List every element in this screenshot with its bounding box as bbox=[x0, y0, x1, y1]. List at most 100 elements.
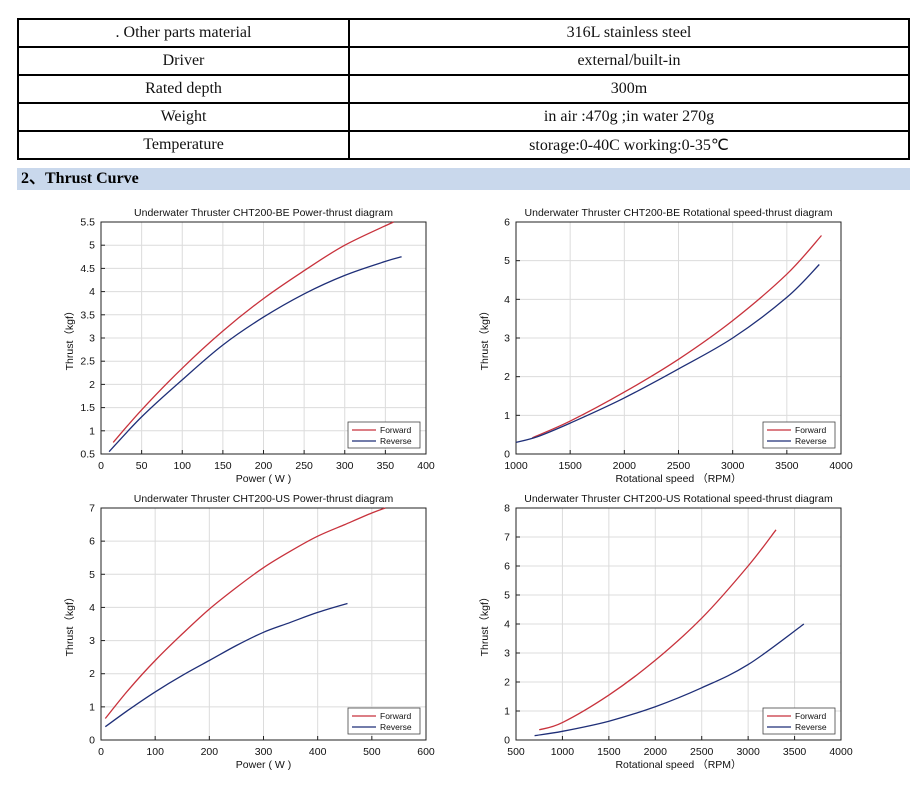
x-tick-label: 0 bbox=[98, 460, 104, 472]
x-tick-label: 400 bbox=[417, 460, 435, 472]
y-tick-label: 3 bbox=[89, 333, 95, 345]
x-tick-label: 3000 bbox=[736, 746, 760, 758]
x-tick-label: 250 bbox=[295, 460, 313, 472]
spec-label: Rated depth bbox=[17, 74, 350, 104]
spec-label: . Other parts material bbox=[17, 18, 350, 48]
x-tick-label: 400 bbox=[309, 746, 327, 758]
legend-box bbox=[762, 421, 836, 449]
y-tick-label: 0.5 bbox=[80, 449, 95, 461]
x-tick-label: 600 bbox=[417, 746, 435, 758]
y-tick-label: 6 bbox=[504, 561, 510, 573]
legend-label: Reverse bbox=[380, 722, 412, 732]
spec-value: 316L stainless steel bbox=[348, 18, 910, 48]
x-axis-label: Power ( W ) bbox=[236, 473, 291, 485]
series-line-reverse bbox=[515, 264, 820, 444]
spec-label: Driver bbox=[17, 46, 350, 76]
y-tick-label: 1 bbox=[504, 706, 510, 718]
x-axis-label: Power ( W ) bbox=[236, 759, 291, 771]
series-line-forward bbox=[539, 529, 777, 731]
x-tick-label: 200 bbox=[255, 460, 273, 472]
spec-table: . Other parts material 316L stainless ste… bbox=[17, 18, 910, 160]
x-tick-label: 4000 bbox=[829, 460, 853, 472]
legend-box bbox=[347, 421, 421, 449]
y-tick-label: 7 bbox=[89, 503, 95, 515]
chart-be-power: 0 50 100 150 200 250 300 350 400 0.5 1 1.5 2 2.5 3 3.5 4… bbox=[64, 207, 435, 485]
y-axis-label: Thrust（kgf） bbox=[479, 592, 491, 657]
y-tick-label: 3.5 bbox=[80, 309, 95, 321]
y-tick-label: 4 bbox=[504, 619, 510, 631]
chart-us-power: 0 100 200 300 400 500 600 0 1 2 3 4 5 6 7 Underwater Th… bbox=[64, 493, 435, 771]
y-tick-label: 6 bbox=[504, 217, 510, 229]
legend-label: Forward bbox=[795, 425, 826, 435]
spec-row: Driver external/built-in bbox=[17, 46, 910, 76]
x-tick-label: 3500 bbox=[783, 746, 807, 758]
y-tick-label: 4 bbox=[504, 294, 510, 306]
spec-value: storage:0-40C working:0-35℃ bbox=[348, 130, 910, 160]
series-line-reverse bbox=[108, 256, 402, 453]
y-tick-label: 5 bbox=[89, 240, 95, 252]
x-tick-label: 2500 bbox=[667, 460, 691, 472]
chart-us-rpm: 500 1000 1500 2000 2500 3000 3500 4000 0 1 2 3 4 5 6 7 8… bbox=[479, 493, 853, 771]
y-tick-label: 8 bbox=[504, 503, 510, 515]
x-tick-label: 0 bbox=[98, 746, 104, 758]
y-tick-label: 3 bbox=[504, 333, 510, 345]
y-tick-label: 5 bbox=[504, 255, 510, 267]
x-tick-label: 300 bbox=[255, 746, 273, 758]
y-tick-label: 1 bbox=[504, 410, 510, 422]
plot-frame bbox=[100, 507, 427, 741]
spec-row: Weight in air :470g ;in water 270g bbox=[17, 102, 910, 132]
legend-label: Reverse bbox=[795, 436, 827, 446]
legend-label: Forward bbox=[380, 711, 411, 721]
legend-box bbox=[762, 707, 836, 735]
chart-title: Underwater Thruster CHT200-US Power-thru… bbox=[134, 493, 394, 505]
legend-label: Forward bbox=[795, 711, 826, 721]
y-tick-label: 3 bbox=[504, 648, 510, 660]
y-tick-label: 2 bbox=[504, 371, 510, 383]
x-tick-label: 300 bbox=[336, 460, 354, 472]
y-tick-label: 1 bbox=[89, 425, 95, 437]
x-tick-label: 1500 bbox=[597, 746, 621, 758]
spec-value: in air :470g ;in water 270g bbox=[348, 102, 910, 132]
section-header: 2、Thrust Curve bbox=[17, 168, 910, 190]
y-tick-label: 1 bbox=[89, 701, 95, 713]
y-tick-label: 2 bbox=[89, 379, 95, 391]
y-tick-label: 0 bbox=[504, 735, 510, 747]
x-tick-label: 1500 bbox=[558, 460, 582, 472]
spec-row: Temperature storage:0-40C working:0-35℃ bbox=[17, 130, 910, 160]
x-axis-label: Rotational speed （RPM） bbox=[615, 473, 741, 485]
y-tick-label: 0 bbox=[504, 449, 510, 461]
y-axis-label: Thrust（kgf） bbox=[64, 592, 76, 657]
series-line-forward bbox=[112, 221, 394, 443]
x-tick-label: 150 bbox=[214, 460, 232, 472]
y-tick-label: 2 bbox=[89, 668, 95, 680]
y-tick-label: 5.5 bbox=[80, 217, 95, 229]
y-tick-label: 1.5 bbox=[80, 402, 95, 414]
spec-row: . Other parts material 316L stainless ste… bbox=[17, 18, 910, 48]
chart-title: Underwater Thruster CHT200-US Rotational… bbox=[524, 493, 833, 505]
x-tick-label: 100 bbox=[146, 746, 164, 758]
y-axis-label: Thrust（kgf） bbox=[64, 306, 76, 371]
x-tick-label: 50 bbox=[136, 460, 148, 472]
plot-frame bbox=[515, 221, 842, 455]
chart-title: Underwater Thruster CHT200-BE Rotational… bbox=[525, 207, 833, 219]
spec-label: Weight bbox=[17, 102, 350, 132]
section-title: 2、Thrust Curve bbox=[21, 170, 139, 187]
y-tick-label: 2.5 bbox=[80, 356, 95, 368]
legend-box bbox=[347, 707, 421, 735]
x-tick-label: 1000 bbox=[504, 460, 528, 472]
x-tick-label: 2500 bbox=[690, 746, 714, 758]
spec-label: Temperature bbox=[17, 130, 350, 160]
x-tick-label: 1000 bbox=[551, 746, 575, 758]
plot-frame bbox=[515, 507, 842, 741]
x-tick-label: 2000 bbox=[644, 746, 668, 758]
chart-be-rpm: 1000 1500 2000 2500 3000 3500 4000 0 1 2 3 4 5 6 Under… bbox=[479, 207, 853, 485]
y-tick-label: 4 bbox=[89, 286, 95, 298]
x-tick-label: 3500 bbox=[775, 460, 799, 472]
y-tick-label: 4.5 bbox=[80, 263, 95, 275]
x-tick-label: 100 bbox=[173, 460, 191, 472]
plot-frame bbox=[100, 221, 427, 455]
x-axis-label: Rotational speed （RPM） bbox=[615, 759, 741, 771]
y-axis-label: Thrust（kgf） bbox=[479, 306, 491, 371]
x-tick-label: 500 bbox=[507, 746, 525, 758]
series-line-forward bbox=[104, 507, 386, 719]
